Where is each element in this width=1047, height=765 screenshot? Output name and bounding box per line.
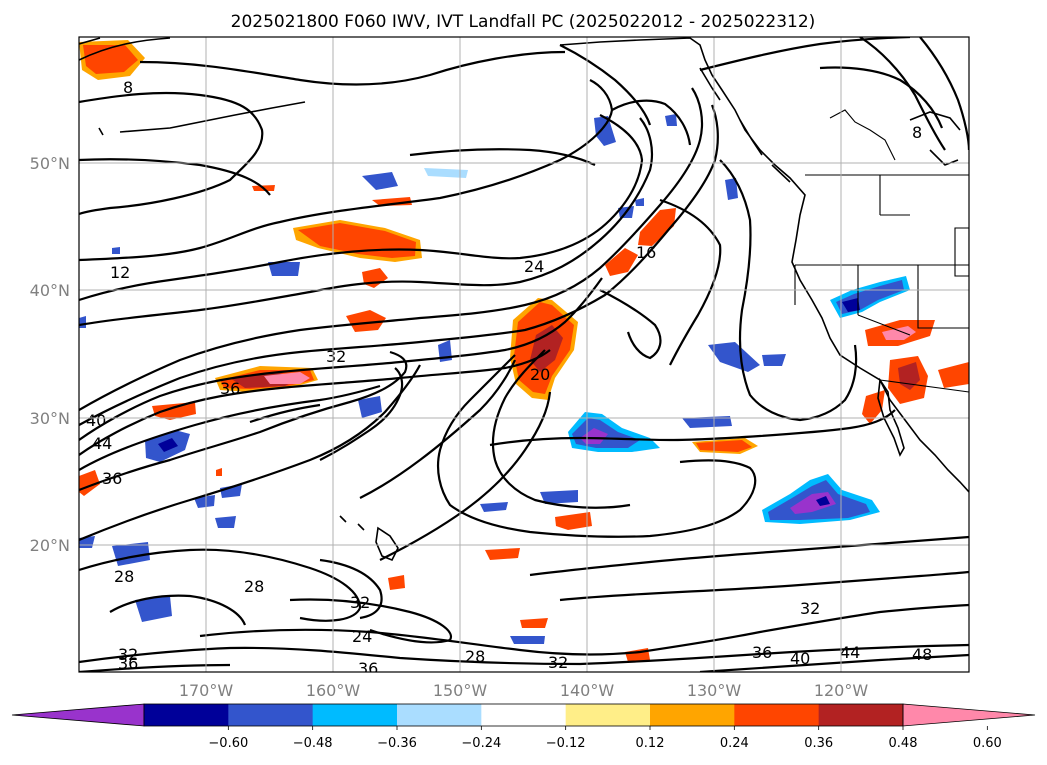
lat-label: 40°N: [30, 281, 70, 300]
contour-label: 32: [350, 593, 370, 612]
negative-anomaly-regions: [79, 114, 910, 644]
colorbar-segment: [481, 704, 567, 726]
colorbar-segment: [397, 704, 482, 726]
contour-label: 8: [912, 123, 922, 142]
contour-label: 32: [800, 599, 820, 618]
contour-label: 12: [110, 263, 130, 282]
contour-label: 28: [465, 647, 485, 666]
contour-label: 36: [118, 654, 138, 673]
contour-label: 32: [326, 347, 346, 366]
contour-label: 24: [524, 257, 544, 276]
colorbar-segment: [734, 704, 820, 726]
longitude-labels: 170°W 160°W 150°W 140°W 130°W 120°W: [179, 681, 869, 700]
colorbar-segment: [312, 704, 398, 726]
colorbar-tick-label: −0.60: [208, 736, 248, 751]
lon-label: 150°W: [433, 681, 488, 700]
contour-label: 20: [530, 365, 550, 384]
colorbar-extend-low: [11, 703, 145, 727]
latitude-labels: 50°N 40°N 30°N 20°N: [30, 154, 70, 555]
contour-label: 36: [102, 469, 122, 488]
colorbar: −0.60 −0.48 −0.36 −0.24 −0.12 0.12 0.24 0.36 0.4…: [11, 703, 1036, 751]
lon-label: 160°W: [306, 681, 361, 700]
contour-labels: 8 8 12 24 16 32 36 20 40 44 36 28 28 32 …: [86, 78, 932, 678]
contour-label: 36: [220, 379, 240, 398]
colorbar-tick-label: 0.48: [889, 736, 918, 751]
colorbar-tick-label: 0.60: [973, 736, 1002, 751]
colorbar-segment: [228, 704, 314, 726]
colorbar-tick-label: −0.24: [461, 736, 501, 751]
lon-label: 120°W: [814, 681, 869, 700]
lon-label: 170°W: [179, 681, 234, 700]
contour-label: 16: [636, 243, 656, 262]
colorbar-segment: [818, 704, 904, 726]
map-area: 8 8 12 24 16 32 36 20 40 44 36 28 28 32 …: [79, 37, 969, 678]
contour-label: 40: [86, 411, 106, 430]
colorbar-segment: [650, 704, 735, 726]
coastlines: [79, 37, 969, 562]
contour-label: 32: [548, 653, 568, 672]
lat-label: 50°N: [30, 154, 70, 173]
lon-label: 140°W: [560, 681, 615, 700]
colorbar-tick-label: 0.24: [720, 736, 749, 751]
lon-label: 130°W: [687, 681, 742, 700]
colorbar-tick-label: −0.12: [546, 736, 586, 751]
colorbar-tick-label: −0.36: [377, 736, 417, 751]
colorbar-segment: [565, 704, 651, 726]
figure-title: 2025021800 F060 IWV, IVT Landfall PC (20…: [231, 12, 816, 32]
contour-label: 28: [114, 567, 134, 586]
colorbar-tick-label: 0.12: [636, 736, 665, 751]
contour-label: 32: [118, 645, 138, 664]
contour-label: 44: [92, 434, 112, 453]
contour-label: 40: [790, 649, 810, 668]
contour-label: 48: [912, 645, 932, 664]
colorbar-extend-high: [902, 703, 1036, 727]
colorbar-segment: [144, 704, 229, 726]
contour-label: 36: [752, 643, 772, 662]
contour-label: 28: [244, 577, 264, 596]
colorbar-tick-label: 0.36: [804, 736, 833, 751]
graticule: [79, 37, 969, 672]
map-frame: [78, 36, 970, 673]
contour-label: 44: [840, 643, 860, 662]
colorbar-outline: [143, 703, 904, 727]
contour-label: 8: [123, 78, 133, 97]
contour-label: 36: [358, 659, 378, 678]
contour-label: 24: [352, 627, 372, 646]
lat-label: 30°N: [30, 409, 70, 428]
lat-label: 20°N: [30, 536, 70, 555]
colorbar-tick-label: −0.48: [293, 736, 333, 751]
iwv-contours: [79, 37, 969, 672]
